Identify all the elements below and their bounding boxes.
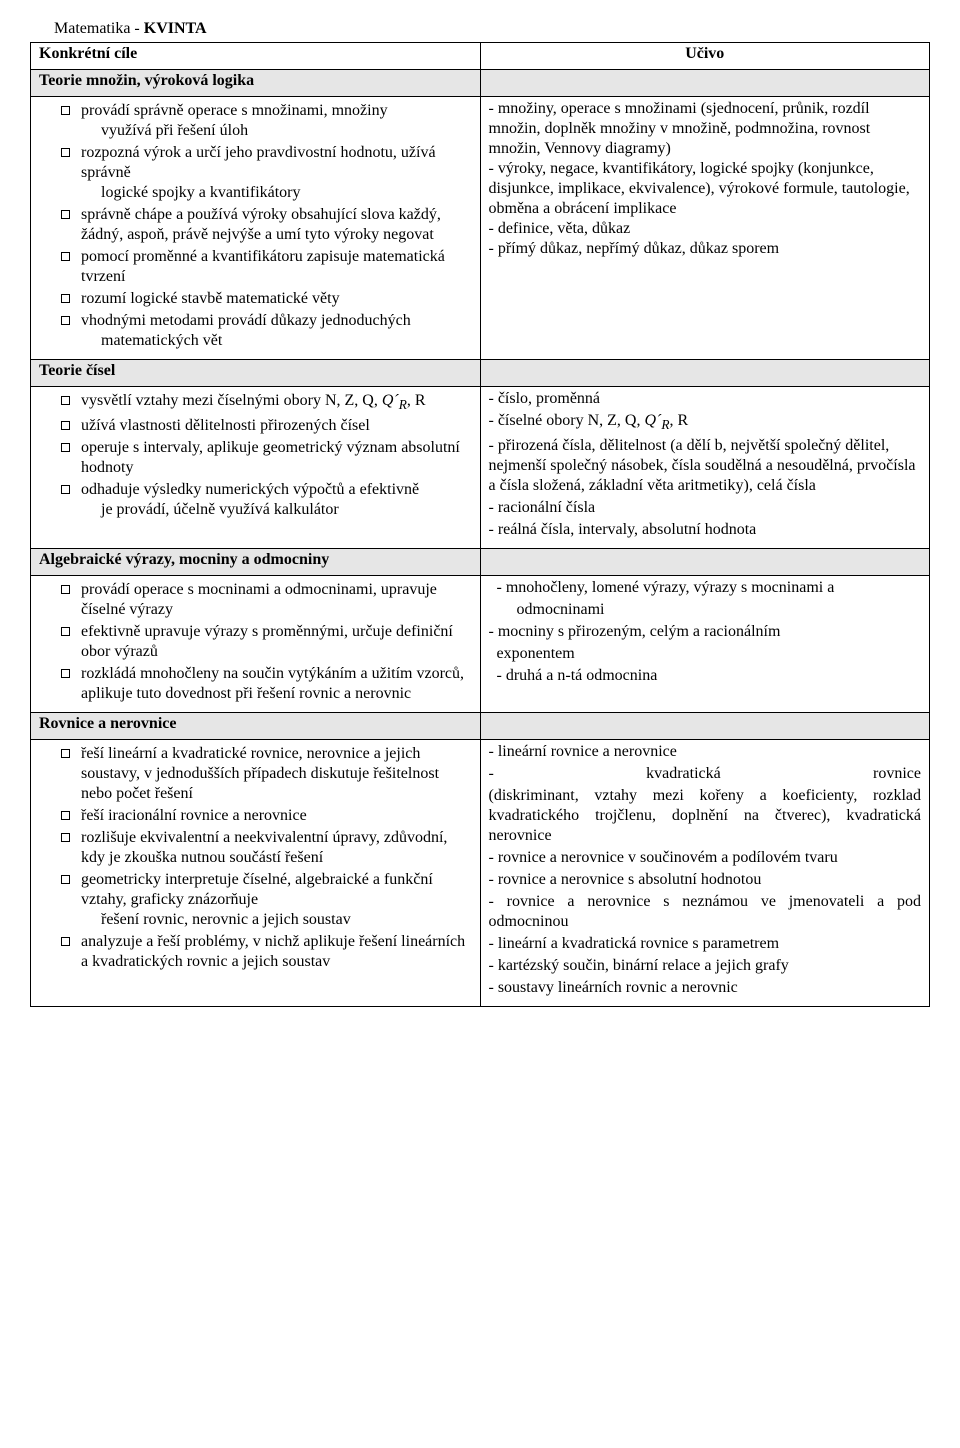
list-item: vhodnými metodami provádí důkazy jednodu… [61,311,472,351]
section-title: Teorie čísel [31,360,481,387]
ucivo-cell: - mnohočleny, lomené výrazy, výrazy s mo… [480,575,930,712]
curriculum-table: Konkrétní cíle Učivo Teorie množin, výro… [30,42,930,1007]
section-title-right [480,360,930,387]
ucivo-cell: - lineární rovnice a nerovnice -kvadrati… [480,739,930,1006]
ucivo-text: - množiny, operace s množinami (sjednoce… [489,99,922,259]
section-row: Teorie množin, výroková logika [31,70,930,97]
goals-cell: řeší lineární a kvadratické rovnice, ner… [31,739,481,1006]
list-item: řeší iracionální rovnice a nerovnice [61,806,472,826]
section-title: Rovnice a nerovnice [31,712,481,739]
goals-cell: provádí operace s mocninami a odmocninam… [31,575,481,712]
list-item: rozpozná výrok a určí jeho pravdivostní … [61,143,472,203]
list-item: řeší lineární a kvadratické rovnice, ner… [61,744,472,804]
section-title-right [480,712,930,739]
list-item: provádí správně operace s množinami, mno… [61,101,472,141]
section-row: Rovnice a nerovnice [31,712,930,739]
ucivo-cell: - množiny, operace s množinami (sjednoce… [480,97,930,360]
content-row: provádí správně operace s množinami, mno… [31,97,930,360]
list-item: efektivně upravuje výrazy s proměnnými, … [61,622,472,662]
grade: KVINTA [144,20,207,37]
list-item: geometricky interpretuje číselné, algebr… [61,870,472,930]
content-row: provádí operace s mocninami a odmocninam… [31,575,930,712]
goals-list: vysvětlí vztahy mezi číselnými obory N, … [39,391,472,520]
table-header-row: Konkrétní cíle Učivo [31,43,930,70]
section-title-right [480,70,930,97]
list-item: užívá vlastnosti dělitelnosti přirozenýc… [61,416,472,436]
list-item: rozkládá mnohočleny na součin vytýkáním … [61,664,472,704]
list-item: provádí operace s mocninami a odmocninam… [61,580,472,620]
subject: Matematika [54,20,130,37]
list-item: analyzuje a řeší problémy, v nichž aplik… [61,932,472,972]
goals-cell: vysvětlí vztahy mezi číselnými obory N, … [31,387,481,549]
section-row: Teorie čísel [31,360,930,387]
heading-sep: - [130,20,143,37]
list-item: operuje s intervaly, aplikuje geometrick… [61,438,472,478]
list-item: vysvětlí vztahy mezi číselnými obory N, … [61,391,472,414]
goals-list: provádí správně operace s množinami, mno… [39,101,472,351]
section-title: Teorie množin, výroková logika [31,70,481,97]
goals-list: řeší lineární a kvadratické rovnice, ner… [39,744,472,972]
section-title-right [480,548,930,575]
doc-heading: Matematika - KVINTA [54,20,930,38]
section-row: Algebraické výrazy, mocniny a odmocniny [31,548,930,575]
col-right-header: Učivo [480,43,930,70]
section-title: Algebraické výrazy, mocniny a odmocniny [31,548,481,575]
list-item: rozumí logické stavbě matematické věty [61,289,472,309]
goals-list: provádí operace s mocninami a odmocninam… [39,580,472,704]
content-row: vysvětlí vztahy mezi číselnými obory N, … [31,387,930,549]
list-item: pomocí proměnné a kvantifikátoru zapisuj… [61,247,472,287]
goals-cell: provádí správně operace s množinami, mno… [31,97,481,360]
ucivo-cell: - číslo, proměnná - číselné obory N, Z, … [480,387,930,549]
content-row: řeší lineární a kvadratické rovnice, ner… [31,739,930,1006]
list-item: správně chápe a používá výroky obsahujíc… [61,205,472,245]
list-item: rozlišuje ekvivalentní a neekvivalentní … [61,828,472,868]
list-item: odhaduje výsledky numerických výpočtů a … [61,480,472,520]
col-left-header: Konkrétní cíle [31,43,481,70]
